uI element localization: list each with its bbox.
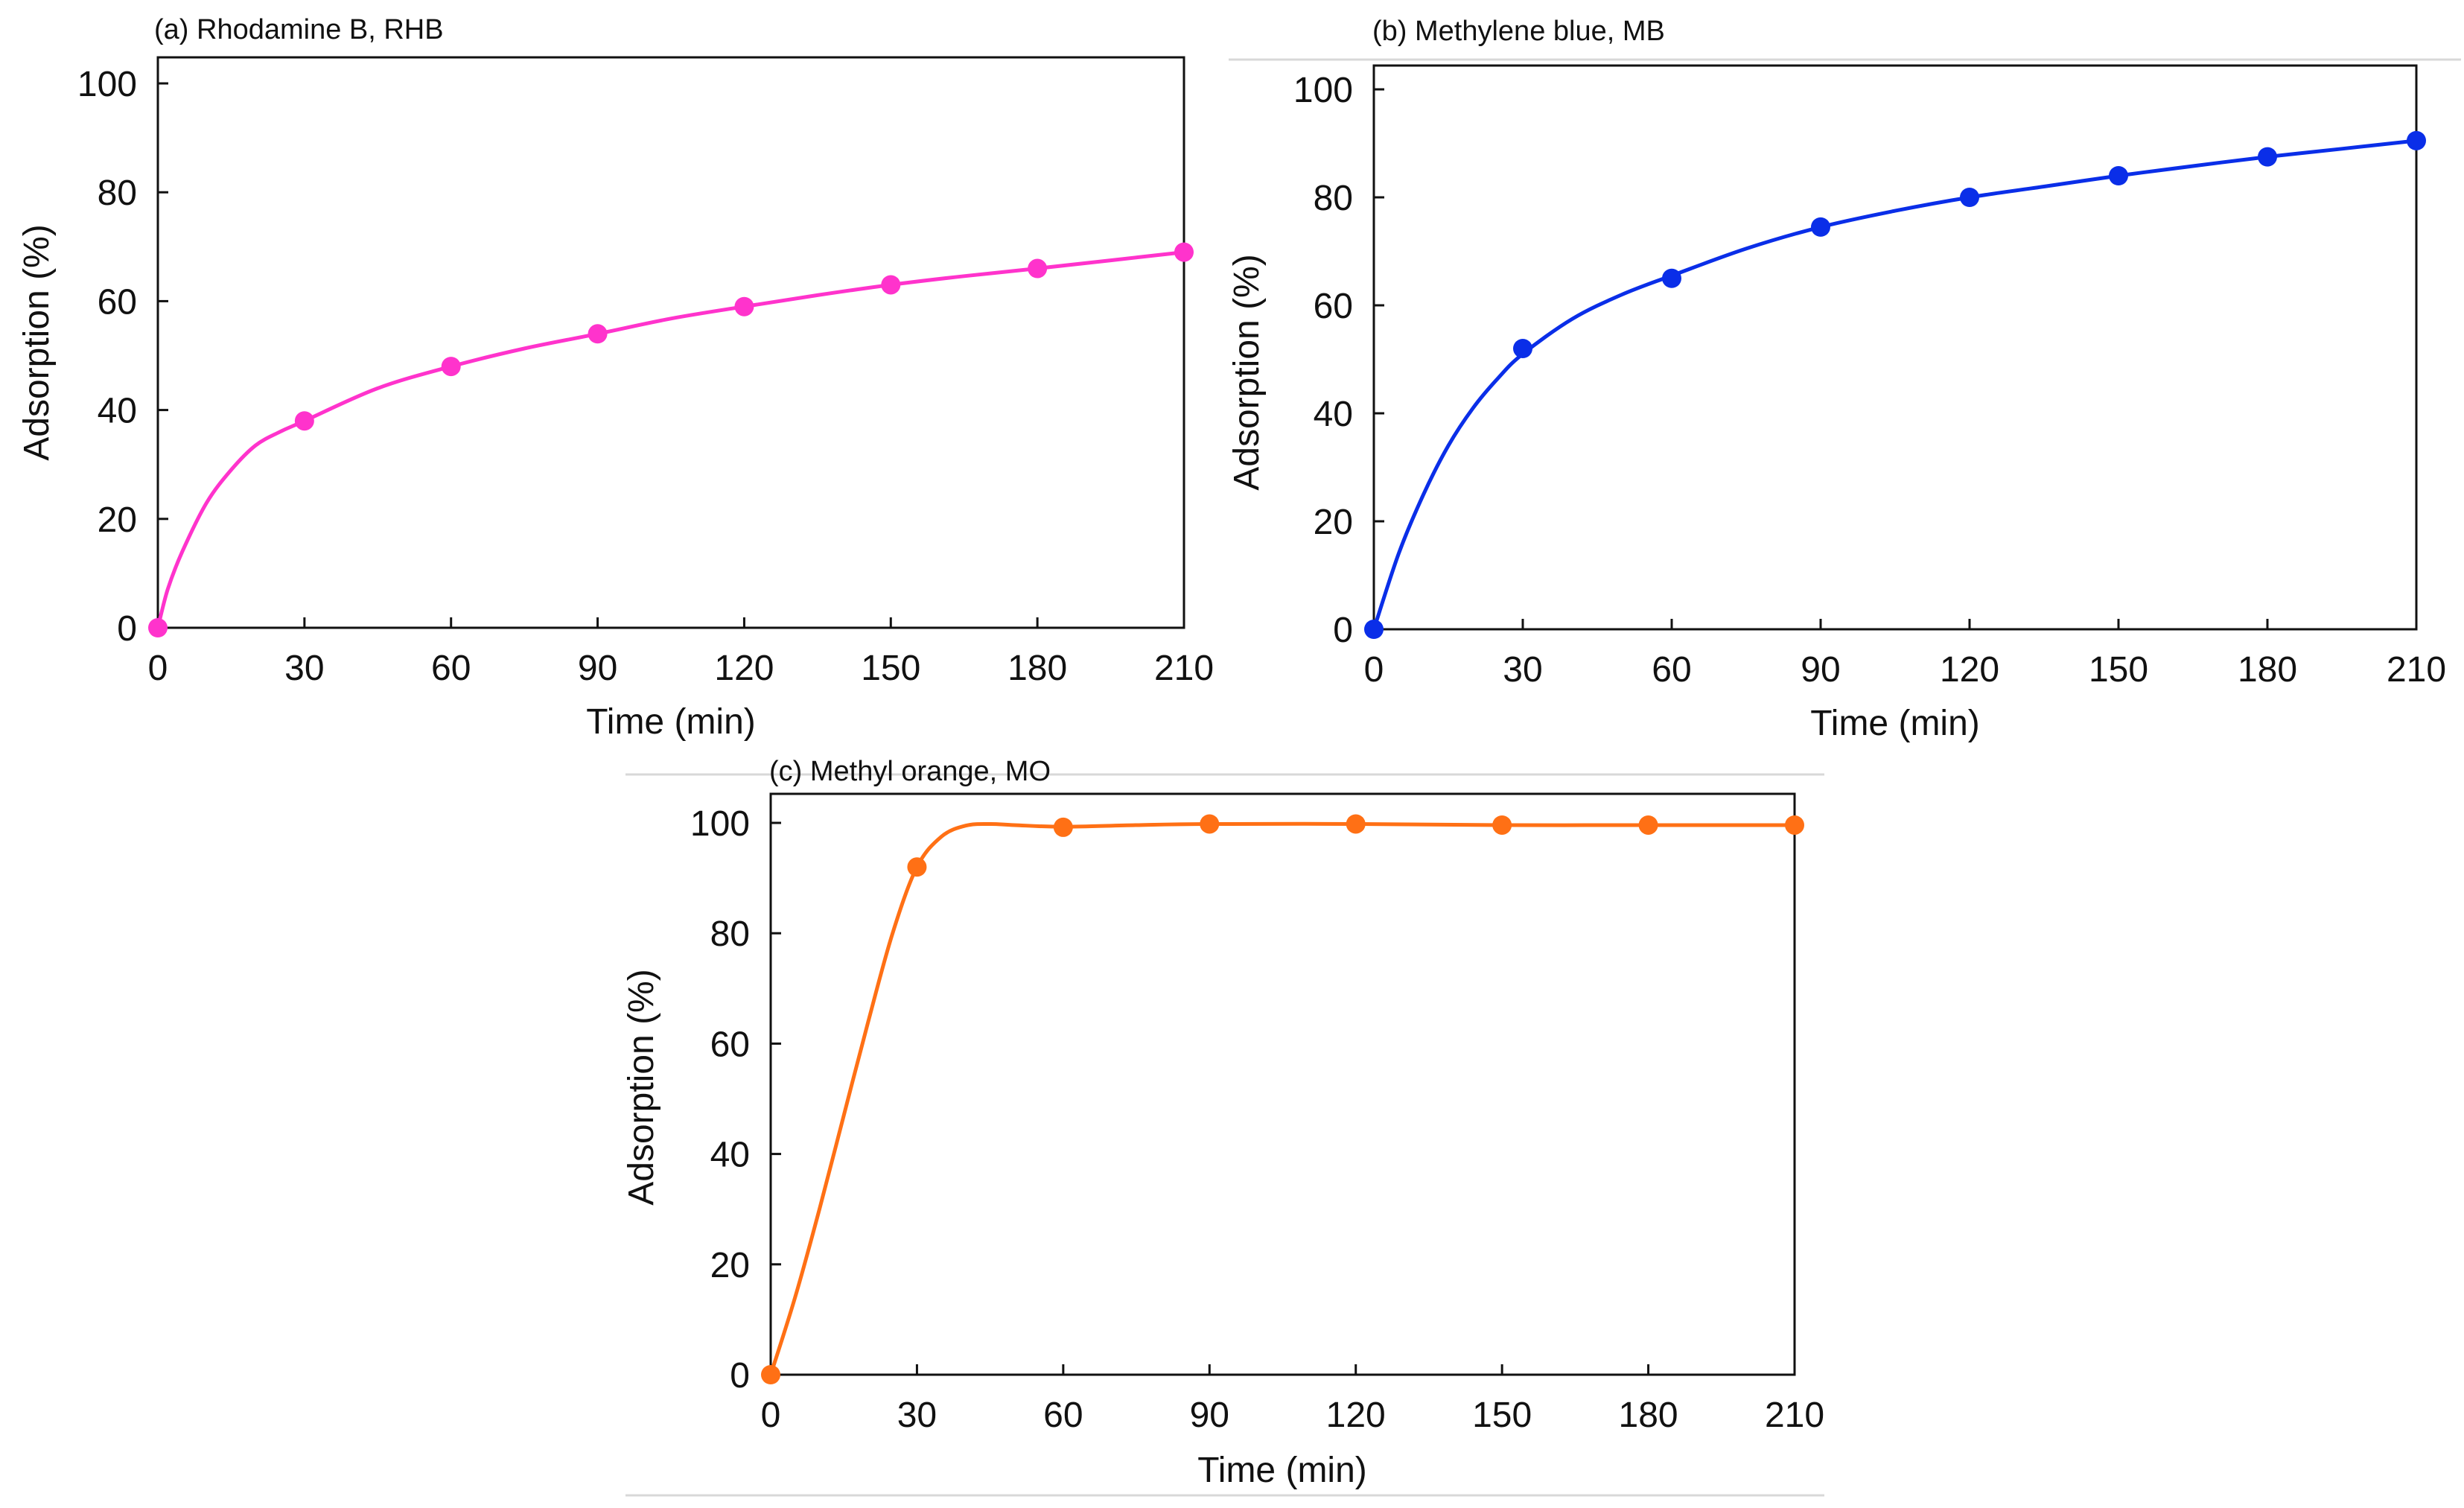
x-tick-label: 120 [714,649,774,688]
y-axis-label: Adsorption (%) [622,969,661,1205]
x-tick-label: 150 [2089,650,2148,690]
x-tick-label: 180 [1619,1396,1678,1435]
y-tick-label: 40 [710,1136,750,1175]
data-point [1492,815,1512,835]
series [148,242,1194,637]
panel-title: (a) Rhodamine B, RHB [154,14,444,45]
data-point [2258,147,2277,167]
x-tick-label: 90 [578,649,617,688]
series [1364,130,2426,639]
plot-frame [769,792,1796,1376]
data-point [907,857,927,877]
series [761,814,1804,1384]
x-tick-label: 150 [1472,1396,1532,1435]
y-axis-label: Adsorption (%) [1227,254,1267,490]
data-point [1811,217,1830,237]
y-tick-label: 60 [1314,287,1353,326]
data-point [734,296,754,316]
panel-title: (c) Methyl orange, MO [769,756,1051,787]
x-tick-label: 210 [1154,649,1214,688]
y-tick-label: 0 [1333,611,1353,650]
x-tick-label: 180 [1007,649,1067,688]
data-point [881,275,901,295]
y-axis-label: Adsorption (%) [17,224,57,460]
y-tick-label: 0 [117,609,137,649]
data-point [1785,815,1804,835]
data-point [1513,339,1532,358]
data-point [2109,166,2128,185]
panel-b-methylene-blue: (b) Methylene blue, MB 0 20 40 60 80 100 0 30 6… [1227,16,2446,743]
data-point [1960,188,1979,207]
y-tick-label: 80 [1314,179,1353,218]
x-tick-label: 0 [761,1396,781,1435]
fit-curve [1372,139,2417,630]
x-tick-label: 90 [1801,650,1840,690]
fit-curve [768,821,1795,1375]
x-tick-label: 210 [2387,650,2446,690]
data-point [441,357,461,377]
x-tick-label: 60 [1652,650,1691,690]
y-axis: 0 20 40 60 80 100 [1293,71,1384,650]
y-tick-label: 40 [98,392,137,431]
x-tick-label: 180 [2238,650,2297,690]
y-tick-label: 100 [1293,71,1353,110]
data-point [588,324,608,344]
x-tick-label: 60 [431,649,471,688]
panel-c-methyl-orange: (c) Methyl orange, MO 0 20 40 60 80 100 0 30 60… [622,756,1824,1490]
x-tick-label: 120 [1940,650,1999,690]
data-point [1638,815,1658,835]
y-tick-label: 20 [98,500,137,540]
data-point [2407,130,2426,150]
panel-a-rhodamine-b: (a) Rhodamine B, RHB 0 20 40 60 80 100 0 30 60 9… [17,14,1214,742]
y-tick-label: 80 [710,914,750,954]
y-tick-label: 100 [690,804,750,844]
y-tick-label: 80 [98,174,137,213]
x-axis: 0 30 60 90 120 150 180 210 [1364,619,2446,690]
y-tick-label: 60 [98,282,137,322]
x-axis-label: Time (min) [1197,1451,1367,1490]
x-tick-label: 0 [1364,650,1384,690]
y-tick-label: 60 [710,1025,750,1064]
y-axis: 0 20 40 60 80 100 [690,804,781,1396]
x-tick-label: 150 [861,649,920,688]
panel-title: (b) Methylene blue, MB [1372,16,1665,47]
data-point [1200,814,1220,834]
data-point [1346,814,1366,834]
x-axis-label: Time (min) [1810,704,1980,743]
data-point [761,1365,780,1384]
x-axis: 0 30 60 90 120 150 180 210 [148,617,1214,688]
data-point [1053,817,1073,837]
y-axis: 0 20 40 60 80 100 [77,65,168,649]
x-tick-label: 0 [148,649,168,688]
y-tick-label: 20 [1314,503,1353,542]
x-axis: 0 30 60 90 120 150 180 210 [761,1364,1824,1435]
x-tick-label: 60 [1043,1396,1083,1435]
data-point [1174,242,1194,262]
x-tick-label: 30 [897,1396,937,1435]
data-point [1028,258,1048,279]
fit-curve [156,250,1185,629]
plot-frame [156,56,1185,629]
x-tick-label: 90 [1190,1396,1229,1435]
y-tick-label: 100 [77,65,137,104]
x-tick-label: 120 [1326,1396,1386,1435]
x-tick-label: 30 [284,649,324,688]
x-tick-label: 210 [1765,1396,1824,1435]
x-tick-label: 30 [1503,650,1542,690]
data-point [294,411,314,431]
y-tick-label: 40 [1314,395,1353,434]
y-tick-label: 20 [710,1246,750,1285]
y-tick-label: 0 [730,1356,750,1396]
data-point [148,618,168,637]
x-axis-label: Time (min) [586,702,756,742]
data-point [1364,620,1384,639]
data-point [1662,268,1681,288]
